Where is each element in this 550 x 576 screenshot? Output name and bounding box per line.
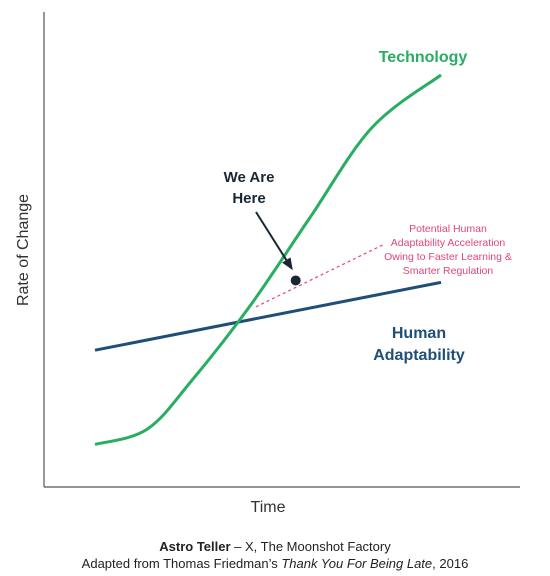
human-adaptability-series-label: Human Adaptability xyxy=(373,325,465,364)
series-label-line: Adaptability xyxy=(373,347,465,364)
chart-svg: Time Rate of Change Potential Human Adapt… xyxy=(15,12,520,516)
series-label-line: Technology xyxy=(379,49,468,66)
we-are-here-label-line: We Are xyxy=(224,169,275,186)
x-axis-label: Time xyxy=(251,499,286,516)
technology-series-label: Technology xyxy=(379,49,468,66)
y-axis-label: Rate of Change xyxy=(15,194,32,306)
series-label-line: Human xyxy=(392,325,446,342)
projection-label: Potential Human Adaptability Acceleration… xyxy=(384,223,512,277)
technology-series-line xyxy=(94,73,442,446)
caption-book-title: Thank You For Being Late xyxy=(281,556,433,571)
caption-line-2: Adapted from Thomas Friedman’s Thank You… xyxy=(0,556,550,571)
human-adaptability-series-line xyxy=(94,280,442,352)
we-are-here-label: We Are Here xyxy=(224,169,275,207)
projection-label-line: Owing to Faster Learning & xyxy=(384,251,512,263)
we-are-here-arrowhead xyxy=(282,257,293,271)
caption-line-1: Astro Teller – X, The Moonshot Factory xyxy=(0,539,550,554)
caption-author: Astro Teller xyxy=(159,539,231,554)
we-are-here-label-line: Here xyxy=(232,190,265,207)
projection-label-line: Smarter Regulation xyxy=(403,265,494,277)
caption-affiliation: – X, The Moonshot Factory xyxy=(230,539,391,554)
projection-label-line: Potential Human xyxy=(409,223,487,235)
we-are-here-arrow xyxy=(255,211,293,269)
caption-year: , 2016 xyxy=(432,556,469,571)
caption-adapted-prefix: Adapted from Thomas Friedman’s xyxy=(81,556,282,571)
projection-label-line: Adaptability Acceleration xyxy=(391,237,506,249)
we-are-here-dot xyxy=(290,275,301,286)
